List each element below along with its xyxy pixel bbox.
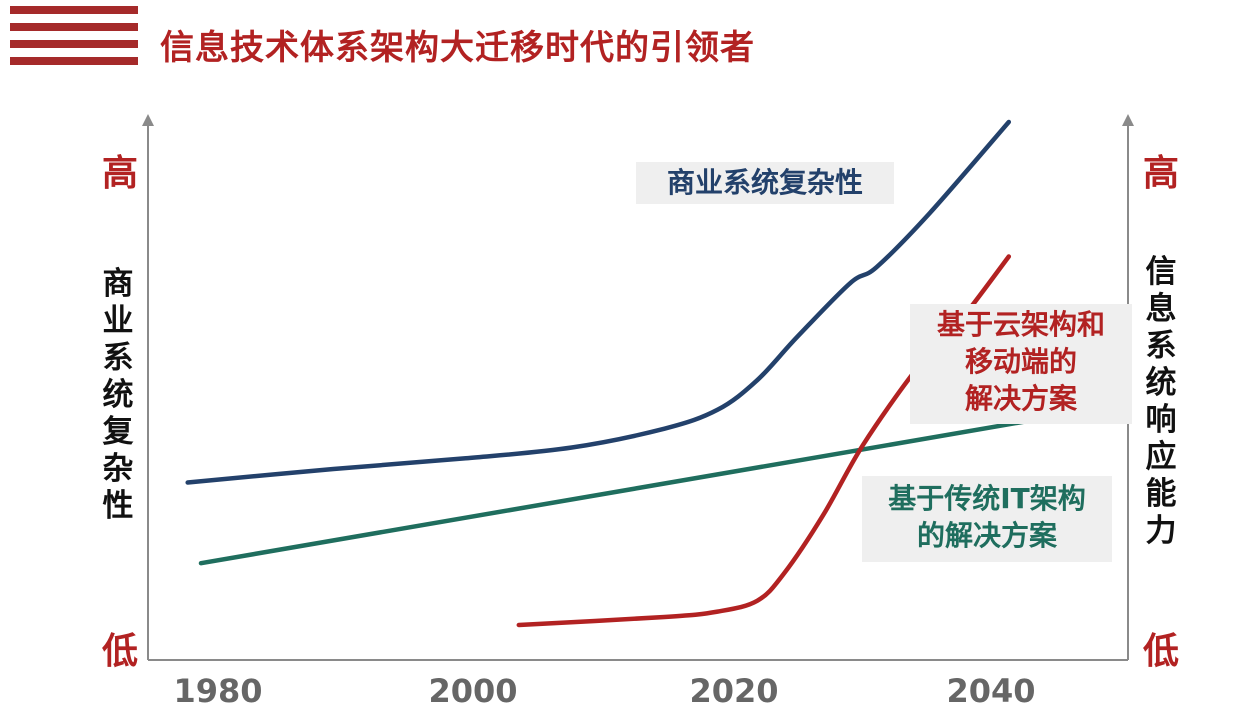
y-right-bottom-label: 低 [1143,631,1180,672]
label-line: 基于云架构和 [936,308,1105,341]
x-tick-label: 2040 [946,672,1036,710]
label-line: 基于传统IT架构 [888,482,1086,515]
series-label-business-complexity: 商业系统复杂性 [636,162,894,204]
y-axis-right-label: 信息系统响应能力 [1145,254,1177,549]
right-axis-arrow [1122,114,1134,126]
series-label-cloud-mobile: 基于云架构和 移动端的 解决方案 [910,304,1132,424]
series-line-business-complexity [185,119,1012,485]
header-stripes-logo [10,6,138,82]
label-line: 的解决方案 [916,519,1057,552]
x-tick-label: 1980 [173,672,263,710]
series-line-traditional-it [198,412,1065,566]
x-tick-label: 2020 [689,672,779,710]
label-line: 移动端的 [964,345,1077,378]
x-tick-label: 2000 [428,672,518,710]
page-title: 信息技术体系架构大迁移时代的引领者 [160,28,755,68]
y-axis-left-label: 商业系统复杂性 [102,266,134,524]
y-right-top-label: 高 [1143,153,1180,194]
left-axis-arrow [142,114,154,126]
label-line: 解决方案 [964,382,1077,415]
y-left-bottom-label: 低 [102,631,139,672]
series-label-traditional-it: 基于传统IT架构 的解决方案 [862,476,1112,562]
y-left-top-label: 高 [102,153,139,194]
